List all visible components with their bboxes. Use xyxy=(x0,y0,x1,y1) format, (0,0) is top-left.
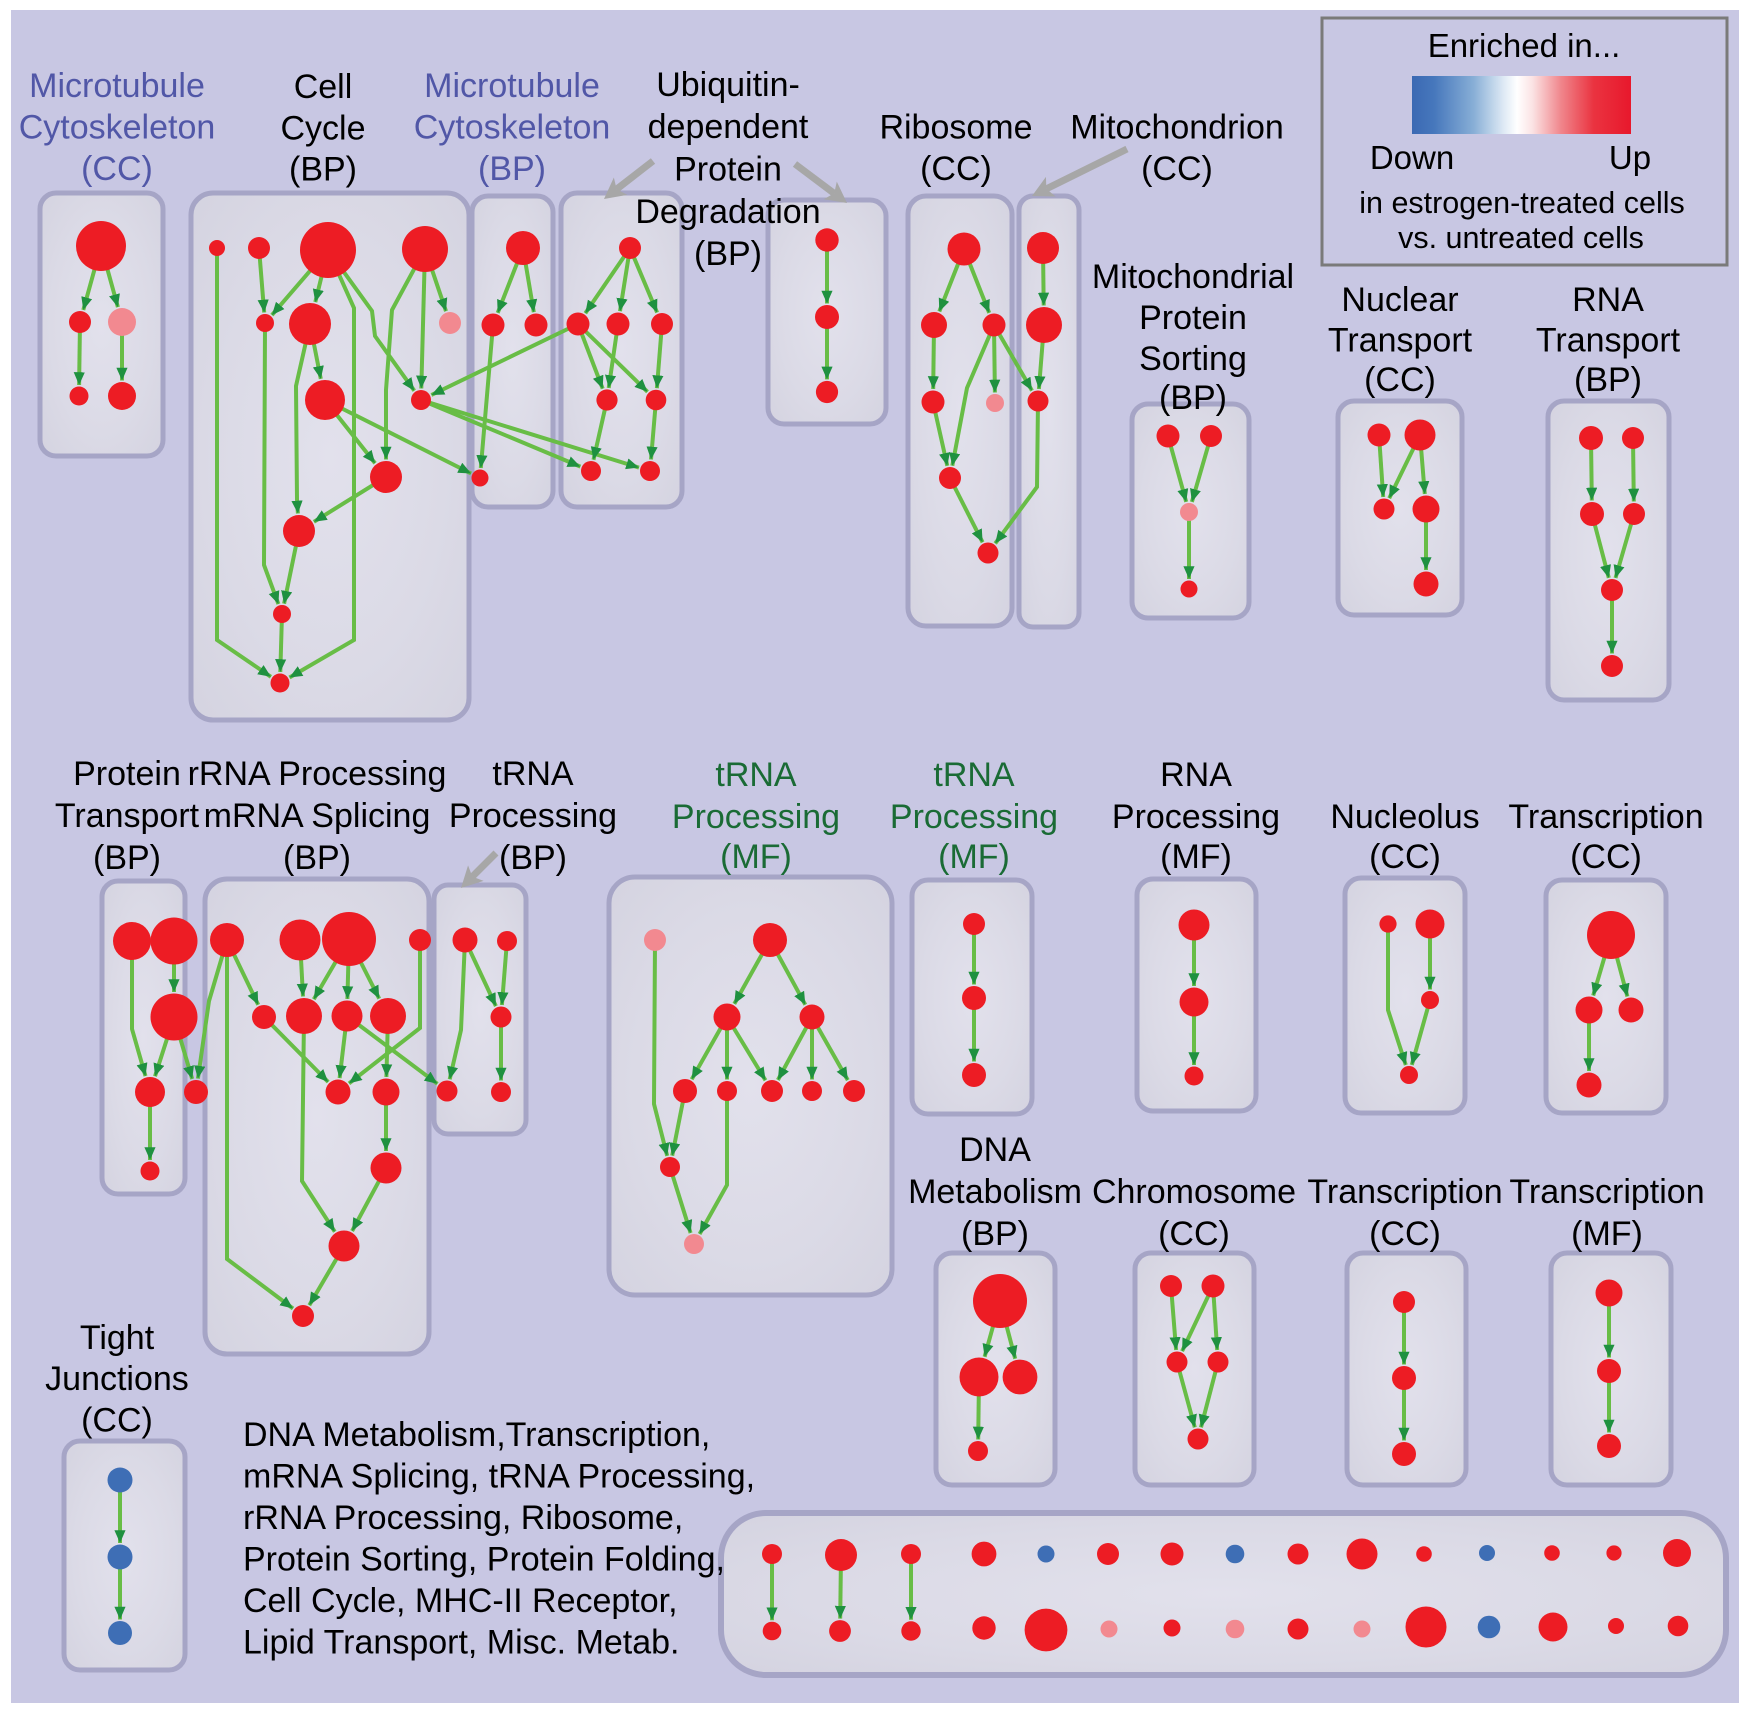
svg-text:Up: Up xyxy=(1609,139,1651,176)
svg-text:Transcription: Transcription xyxy=(1307,1173,1502,1211)
svg-text:Microtubule: Microtubule xyxy=(424,67,600,105)
svg-text:(CC): (CC) xyxy=(1158,1215,1230,1253)
svg-text:Nucleolus: Nucleolus xyxy=(1330,798,1479,836)
svg-text:in estrogen-treated cells: in estrogen-treated cells xyxy=(1359,186,1685,220)
svg-text:rRNA Processing: rRNA Processing xyxy=(188,755,447,793)
svg-text:RNA: RNA xyxy=(1572,281,1644,319)
svg-text:(BP): (BP) xyxy=(289,151,357,189)
svg-text:(BP): (BP) xyxy=(1159,379,1227,417)
svg-text:Cycle: Cycle xyxy=(280,110,365,148)
svg-text:Ubiquitin-: Ubiquitin- xyxy=(656,66,800,104)
svg-text:Transport: Transport xyxy=(1328,322,1473,360)
svg-text:(MF): (MF) xyxy=(938,838,1010,876)
svg-text:(MF): (MF) xyxy=(720,838,792,876)
svg-text:(CC): (CC) xyxy=(1141,150,1213,188)
svg-text:Down: Down xyxy=(1370,139,1454,176)
svg-text:(CC): (CC) xyxy=(1364,361,1436,399)
svg-text:dependent: dependent xyxy=(648,108,809,146)
svg-text:vs. untreated cells: vs. untreated cells xyxy=(1398,221,1644,255)
svg-text:rRNA Processing, Ribosome,: rRNA Processing, Ribosome, xyxy=(243,1499,683,1537)
svg-text:Processing: Processing xyxy=(890,798,1058,836)
svg-text:(BP): (BP) xyxy=(1574,361,1642,399)
svg-text:Processing: Processing xyxy=(672,798,840,836)
svg-text:mRNA Splicing, tRNA Processing: mRNA Splicing, tRNA Processing, xyxy=(243,1458,755,1496)
svg-text:Tight: Tight xyxy=(80,1319,155,1357)
svg-text:Junctions: Junctions xyxy=(45,1360,189,1398)
svg-text:Protein: Protein xyxy=(73,755,181,793)
svg-text:Cell: Cell xyxy=(294,68,353,106)
svg-text:Microtubule: Microtubule xyxy=(29,67,205,105)
svg-text:Protein Sorting, Protein Foldi: Protein Sorting, Protein Folding, xyxy=(243,1541,725,1579)
svg-text:Degradation: Degradation xyxy=(635,193,820,231)
svg-text:Mitochondrial: Mitochondrial xyxy=(1092,258,1294,296)
svg-text:Chromosome: Chromosome xyxy=(1092,1173,1296,1211)
svg-text:(CC): (CC) xyxy=(1369,1215,1441,1253)
svg-text:(CC): (CC) xyxy=(81,1402,153,1440)
svg-text:Processing: Processing xyxy=(449,797,617,835)
svg-text:Transcription: Transcription xyxy=(1509,1173,1704,1211)
svg-text:tRNA: tRNA xyxy=(933,756,1015,794)
svg-text:(BP): (BP) xyxy=(283,839,351,877)
svg-text:Nuclear: Nuclear xyxy=(1341,281,1458,319)
svg-text:Transport: Transport xyxy=(55,797,200,835)
svg-text:Protein: Protein xyxy=(1139,299,1247,337)
svg-text:Enriched in...: Enriched in... xyxy=(1428,27,1621,64)
svg-text:Processing: Processing xyxy=(1112,798,1280,836)
svg-text:mRNA Splicing: mRNA Splicing xyxy=(204,797,431,835)
svg-text:Lipid Transport, Misc. Metab.: Lipid Transport, Misc. Metab. xyxy=(243,1624,680,1662)
svg-text:tRNA: tRNA xyxy=(715,756,797,794)
svg-text:Sorting: Sorting xyxy=(1139,340,1247,378)
svg-text:(CC): (CC) xyxy=(1369,838,1441,876)
svg-text:tRNA: tRNA xyxy=(492,755,574,793)
svg-text:DNA: DNA xyxy=(959,1131,1031,1169)
svg-text:(BP): (BP) xyxy=(694,235,762,273)
svg-text:RNA: RNA xyxy=(1160,756,1232,794)
svg-text:(MF): (MF) xyxy=(1160,838,1232,876)
svg-text:(CC): (CC) xyxy=(920,150,992,188)
svg-text:(BP): (BP) xyxy=(478,150,546,188)
svg-text:Transport: Transport xyxy=(1536,322,1681,360)
svg-text:(BP): (BP) xyxy=(961,1215,1029,1253)
svg-text:(MF): (MF) xyxy=(1571,1215,1643,1253)
svg-text:Metabolism: Metabolism xyxy=(908,1173,1082,1211)
svg-text:Cytoskeleton: Cytoskeleton xyxy=(414,109,611,147)
svg-text:(CC): (CC) xyxy=(1570,838,1642,876)
svg-text:Ribosome: Ribosome xyxy=(879,109,1032,147)
svg-text:(BP): (BP) xyxy=(93,839,161,877)
svg-text:Cytoskeleton: Cytoskeleton xyxy=(19,109,216,147)
svg-text:Transcription: Transcription xyxy=(1508,798,1703,836)
svg-text:DNA Metabolism,Transcription,: DNA Metabolism,Transcription, xyxy=(243,1416,710,1454)
svg-text:Cell Cycle, MHC-II Receptor,: Cell Cycle, MHC-II Receptor, xyxy=(243,1582,678,1620)
svg-text:Mitochondrion: Mitochondrion xyxy=(1070,109,1284,147)
svg-text:(BP): (BP) xyxy=(499,839,567,877)
svg-text:(CC): (CC) xyxy=(81,150,153,188)
svg-text:Protein: Protein xyxy=(674,151,782,189)
